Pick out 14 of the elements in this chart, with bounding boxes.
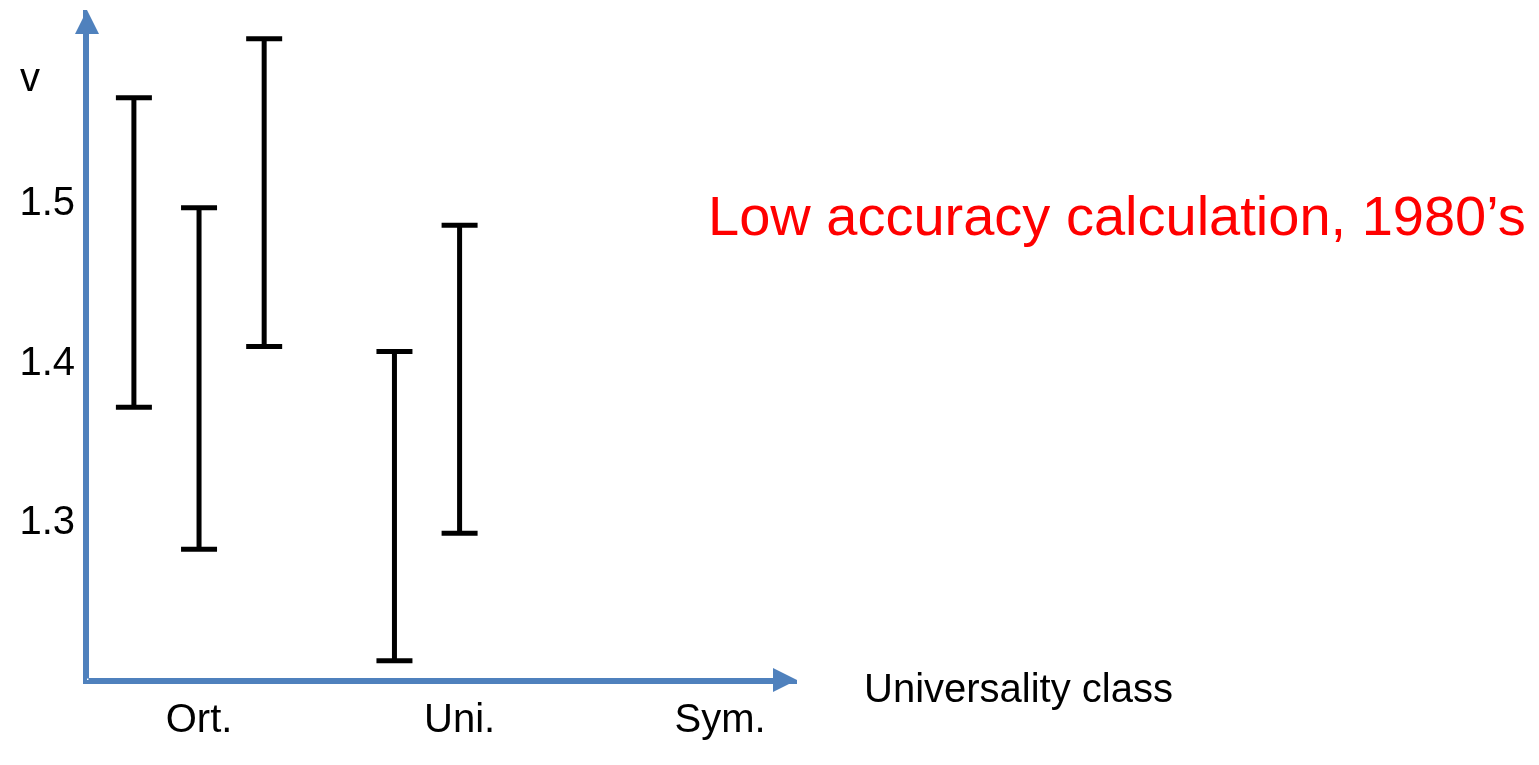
- x-axis-title: Universality class: [864, 666, 1173, 710]
- bar: [196, 207, 202, 550]
- y-axis-title: v: [20, 55, 40, 99]
- bar: [391, 351, 397, 661]
- x-tick-label: Sym.: [674, 696, 766, 740]
- annotation: Low accuracy calculation, 1980’s: [708, 184, 1526, 247]
- bar: [131, 97, 137, 408]
- y-tick-label: 1.3: [19, 498, 75, 543]
- bar: [261, 38, 267, 347]
- x-tick-label: Ort.: [165, 696, 233, 740]
- y-tick-label: 1.5: [19, 179, 75, 224]
- x-tick-label: Uni.: [424, 696, 496, 740]
- y-tick-label: 1.4: [19, 338, 75, 383]
- bar: [457, 225, 463, 534]
